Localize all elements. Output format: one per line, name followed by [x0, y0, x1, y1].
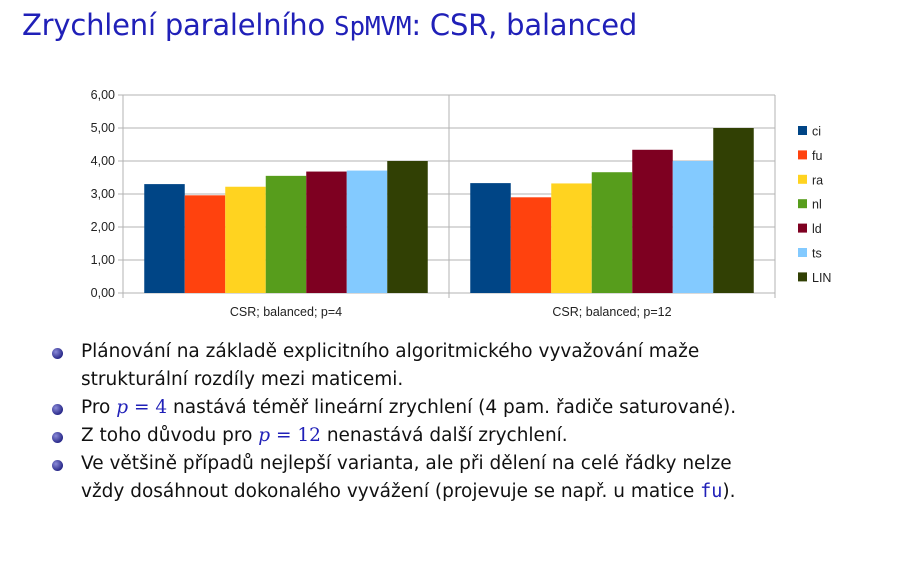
bar — [551, 183, 592, 293]
title-code: SpMVM — [334, 12, 412, 42]
bar — [265, 175, 307, 293]
legend-label: nl — [812, 198, 822, 212]
y-tick-label: 5,00 — [91, 121, 115, 135]
bullet-text: nastává téměř lineární zrychlení (4 pam.… — [167, 397, 737, 418]
inline-code: fu — [700, 481, 723, 502]
bullet-list: Plánování na základě explicitního algori… — [52, 338, 736, 506]
legend-label: ld — [812, 222, 822, 236]
bullet-icon — [52, 404, 63, 415]
bar — [306, 171, 347, 293]
title-prefix: Zrychlení paralelního — [22, 8, 335, 42]
legend-label: ci — [812, 125, 821, 139]
bullet-text: Pro — [81, 397, 117, 418]
y-tick-label: 6,00 — [91, 88, 115, 102]
bullet-item: Plánování na základě explicitního algori… — [52, 338, 736, 394]
math-equals: = — [128, 397, 156, 418]
bar — [387, 161, 428, 293]
bar — [225, 186, 266, 293]
slide-title: Zrychlení paralelního SpMVM: CSR, balanc… — [22, 8, 637, 42]
bar — [632, 149, 673, 293]
y-tick-label: 3,00 — [91, 187, 115, 201]
bar — [591, 172, 633, 293]
math-variable: p — [258, 425, 271, 446]
math-number: 12 — [297, 425, 321, 446]
y-tick-label: 4,00 — [91, 154, 115, 168]
bullet-icon — [52, 460, 63, 471]
legend-label: fu — [812, 149, 822, 163]
bullet-icon — [52, 432, 63, 443]
bar — [672, 161, 714, 293]
math-equals: = — [270, 425, 298, 446]
legend-swatch — [798, 248, 807, 257]
bullet-text: vždy dosáhnout dokonalého vyvážení (proj… — [81, 481, 701, 502]
bullet-item: Pro p = 4 nastává téměř lineární zrychle… — [52, 394, 736, 422]
bullet-text: Ve většině případů nejlepší varianta, al… — [81, 453, 732, 474]
legend-swatch — [798, 272, 807, 282]
legend-label: ts — [812, 247, 822, 261]
bullet-text: nenastává další zrychlení. — [320, 425, 568, 446]
title-suffix: : CSR, balanced — [411, 8, 638, 42]
math-number: 4 — [155, 397, 168, 418]
y-tick-label: 1,00 — [91, 253, 115, 267]
legend-swatch — [798, 174, 807, 184]
bar — [470, 183, 511, 293]
math-variable: p — [116, 397, 129, 418]
legend-label: LIN — [812, 271, 831, 285]
x-category-label: CSR; balanced; p=12 — [552, 305, 671, 319]
bullet-icon — [52, 348, 63, 359]
x-category-label: CSR; balanced; p=4 — [230, 305, 342, 319]
bullet-text: strukturální rozdíly mezi maticemi. — [81, 369, 404, 390]
bullet-text: ). — [722, 481, 736, 502]
bar — [184, 195, 226, 293]
legend-swatch — [798, 150, 807, 160]
bullet-text: Z toho důvodu pro — [81, 425, 259, 446]
bar — [510, 197, 552, 293]
legend-swatch — [798, 126, 807, 135]
y-tick-label: 0,00 — [91, 286, 115, 300]
bar — [713, 128, 754, 293]
legend-label: ra — [812, 173, 823, 187]
bullet-text-line2: vždy dosáhnout dokonalého vyvážení (proj… — [81, 478, 736, 506]
bar — [144, 184, 185, 293]
bullet-item: Z toho důvodu pro p = 12 nenastává další… — [52, 422, 736, 450]
bullet-text: Plánování na základě explicitního algori… — [81, 341, 700, 362]
legend-swatch — [798, 223, 807, 233]
bar — [346, 170, 388, 293]
bar-chart: 0,00 1,00 2,00 3,00 4,00 5,00 6,00 CSR; balance… — [91, 88, 832, 319]
y-tick-label: 2,00 — [91, 220, 115, 234]
bullet-item: Ve většině případů nejlepší varianta, al… — [52, 450, 736, 506]
legend-swatch — [798, 199, 807, 209]
